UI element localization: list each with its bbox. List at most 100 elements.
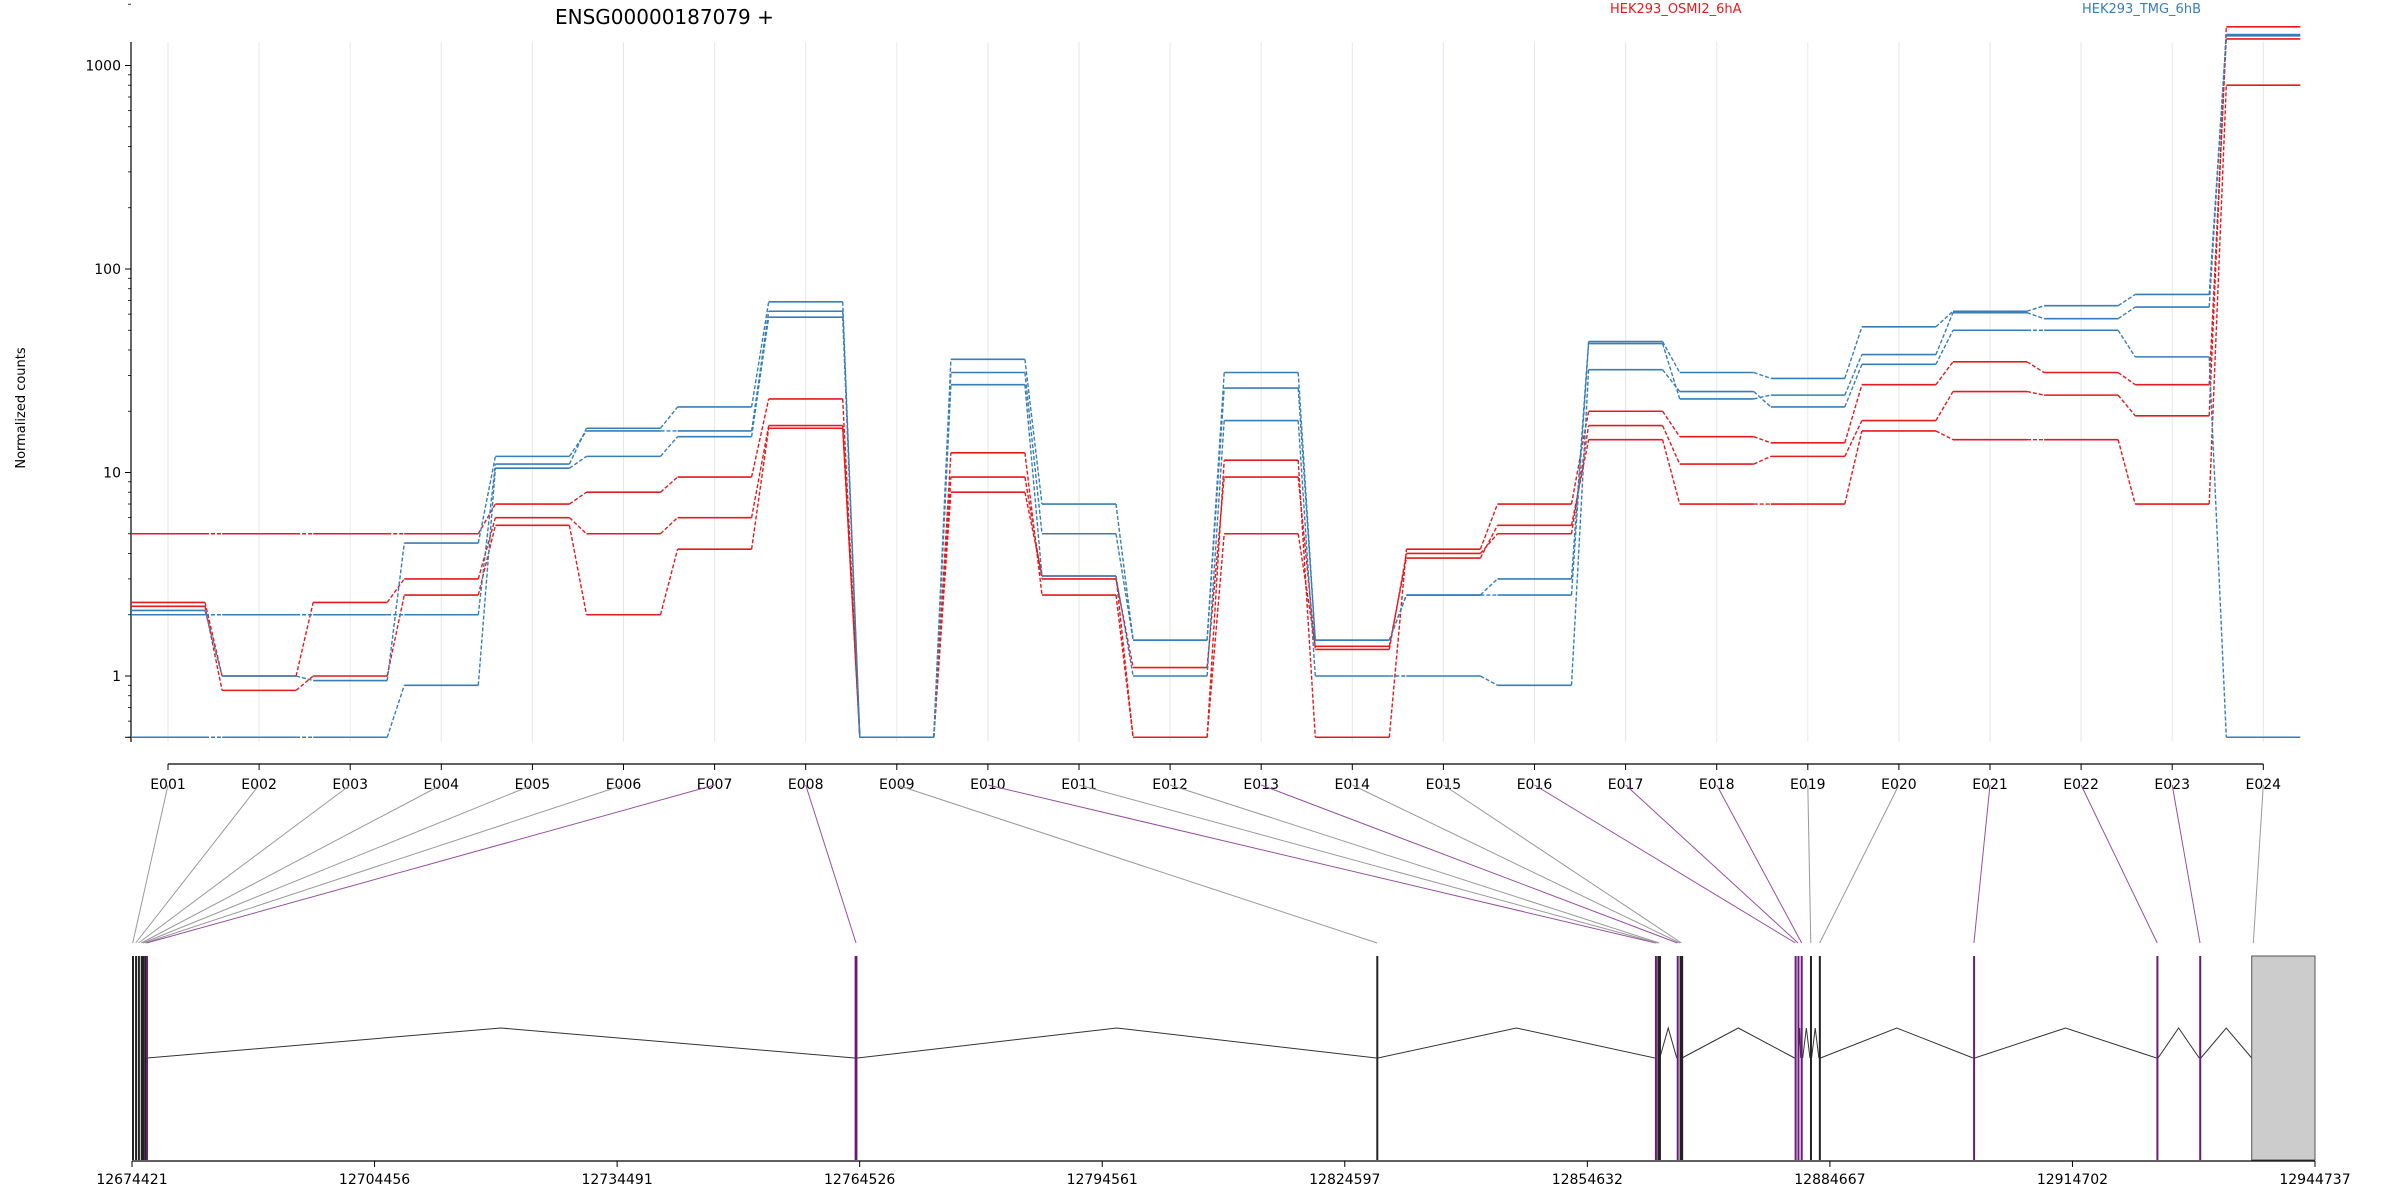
exon-connector <box>135 784 260 944</box>
series-connector <box>1753 371 1772 380</box>
genome-tick-label: 12854632 <box>1552 1172 1623 1188</box>
exon-connector <box>146 784 715 944</box>
y-tick-label: 1 <box>112 669 121 685</box>
series-connector <box>569 455 587 469</box>
exon-connector <box>1716 784 1803 944</box>
series-connector <box>1844 384 1863 443</box>
intron <box>2200 1027 2253 1059</box>
series-connector <box>295 675 314 691</box>
series-connector <box>386 578 405 603</box>
series-connector <box>1570 341 1590 579</box>
series-connector <box>1479 533 1499 554</box>
series-connector <box>1024 372 1043 534</box>
series-3 <box>131 84 2301 739</box>
exon-block <box>142 956 145 1160</box>
exon-connector <box>2171 784 2201 944</box>
intron <box>147 1027 855 1059</box>
series-connector <box>750 428 770 550</box>
series-connector <box>569 491 587 505</box>
series-connector <box>477 463 497 615</box>
exon-block <box>1809 956 1812 1160</box>
exon-block <box>1376 956 1379 1160</box>
exon-connector <box>1819 784 1900 944</box>
series-connector <box>659 436 679 457</box>
plot-series <box>131 25 2301 739</box>
exon-connector <box>896 784 1378 944</box>
series-connector <box>2026 312 2045 320</box>
series-connector <box>1479 525 1499 559</box>
series-connector <box>750 398 770 478</box>
series-connector <box>568 430 588 457</box>
series-connector <box>1479 578 1498 596</box>
series-connector <box>1844 326 1863 379</box>
exon-block <box>1973 956 1976 1160</box>
series-connector <box>659 548 679 615</box>
exon-connector <box>2252 784 2264 944</box>
exon-connector <box>1534 784 1796 944</box>
series-connector <box>1844 354 1863 396</box>
genome-tick-label: 12674421 <box>96 1172 167 1188</box>
exon-block <box>1658 956 1661 1160</box>
genome-tick-label: 12734491 <box>581 1172 652 1188</box>
series-connector <box>1844 364 1863 408</box>
series-connector <box>1297 420 1316 677</box>
genome-tick-label: 12884667 <box>1794 1172 1865 1188</box>
genome-tick-label: 12704456 <box>339 1172 410 1188</box>
exon-block <box>132 956 134 1160</box>
series-connector <box>1661 343 1681 400</box>
exon-block <box>1794 956 1797 1160</box>
series-connector <box>1935 310 1954 328</box>
exon-block <box>145 956 148 1160</box>
series-connector <box>1115 575 1134 738</box>
series-6 <box>131 316 2301 739</box>
series-connector <box>1024 359 1043 505</box>
intron <box>2157 1027 2200 1059</box>
series-connector <box>1570 425 1590 534</box>
chart-title: ENSG00000187079 + <box>555 5 774 29</box>
exon-block <box>137 956 140 1160</box>
x-tick-label: E004 <box>424 777 460 793</box>
series-connector <box>204 610 223 677</box>
series-connector <box>1661 439 1681 505</box>
series-connector <box>2117 371 2136 386</box>
exon-block <box>1679 956 1682 1160</box>
intron <box>1811 1027 1820 1059</box>
y-tick-label: 10 <box>103 466 121 482</box>
series-connector <box>1480 675 1498 686</box>
intron <box>1974 1027 2157 1059</box>
exon-connector <box>138 784 351 944</box>
series-connector <box>1297 476 1316 650</box>
series-connector <box>2026 305 2045 312</box>
series-connector <box>1935 361 1954 386</box>
series-1 <box>131 25 2301 739</box>
series-connector <box>2117 293 2136 307</box>
exon-block <box>144 956 147 1160</box>
series-connector <box>2117 306 2136 320</box>
series-connector <box>1388 594 1408 641</box>
series-connector <box>295 602 314 677</box>
series-connector <box>933 384 952 738</box>
genome-tick-label: 12914702 <box>2037 1172 2108 1188</box>
gene-model <box>132 955 2316 1161</box>
exon-connector <box>1261 784 1678 944</box>
series-connector <box>1753 455 1772 465</box>
series-connector <box>1297 533 1316 647</box>
genome-tick-label: 12824597 <box>1309 1172 1380 1188</box>
series-connector <box>660 476 679 493</box>
exon-connector <box>1443 784 1682 944</box>
intron <box>1681 1027 1795 1059</box>
series-connector <box>842 317 861 738</box>
exon-connector <box>1973 784 1991 944</box>
series-connector <box>660 517 679 535</box>
exon-connector <box>132 784 169 944</box>
genome-axis: 12674421 12704456 12734491 12764526 12794561… <box>96 1160 2351 1188</box>
series-connector <box>1115 575 1134 677</box>
exon-connector <box>1352 784 1681 944</box>
series-connector <box>750 317 770 437</box>
series-connector <box>1844 430 1863 505</box>
exon-connector <box>1625 784 1799 944</box>
exon-connector <box>1169 784 1660 944</box>
series-connector <box>1479 503 1499 550</box>
series-connector <box>2208 34 2227 308</box>
